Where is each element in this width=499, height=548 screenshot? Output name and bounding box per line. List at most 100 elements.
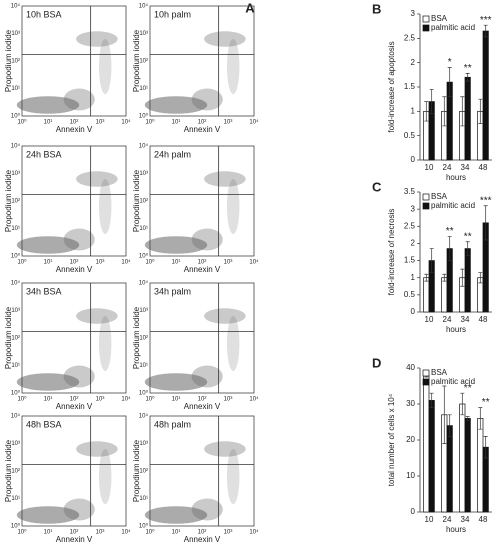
- panel-title: 48h BSA: [26, 419, 62, 429]
- y-tick-label: 2.5: [404, 33, 416, 42]
- y-tick-label: 10⁴: [11, 280, 21, 287]
- legend-swatch: [422, 193, 430, 201]
- plot-frame: [149, 282, 255, 394]
- y-tick-label: 10¹: [139, 226, 148, 232]
- x-tick-label: 10¹: [44, 120, 53, 126]
- cell-cloud: [204, 308, 246, 324]
- legend-swatch: [422, 369, 430, 377]
- error-bar: [447, 67, 452, 98]
- x-tick-label: 48: [479, 163, 488, 172]
- x-tick-label: 10⁰: [17, 259, 27, 266]
- cell-cloud: [204, 171, 246, 187]
- cell-cloud: [226, 316, 240, 371]
- x-tick-label: 10⁴: [121, 259, 131, 266]
- x-tick-label: 10¹: [44, 260, 53, 266]
- x-tick-label: 10¹: [172, 260, 181, 266]
- y-tick-label: 10²: [139, 469, 148, 475]
- legend-label: palmitic acid: [431, 201, 475, 210]
- cell-cloud: [98, 316, 112, 371]
- significance: *: [448, 57, 452, 68]
- y-tick-label: 10¹: [11, 496, 20, 502]
- error-bar: [429, 248, 434, 273]
- x-tick-label: 10³: [96, 260, 105, 266]
- legend-label: palmitic acid: [431, 23, 475, 32]
- y-tick-label: 10³: [139, 31, 148, 37]
- x-tick-label: 10¹: [172, 397, 181, 403]
- error-bar: [465, 416, 470, 421]
- y-tick-label: 10⁰: [139, 390, 149, 397]
- cell-cloud: [16, 96, 80, 114]
- x-tick-label: 10¹: [44, 397, 53, 403]
- y-tick-label: 3: [411, 204, 416, 213]
- plot-frame: [21, 415, 127, 527]
- x-axis-label: Annexin V: [184, 265, 221, 274]
- x-tick-label: 10⁴: [121, 119, 131, 126]
- y-axis-label: total number of cells x 10⁴: [387, 393, 396, 486]
- y-tick-label: 10²: [11, 336, 20, 342]
- x-axis-label: hours: [446, 525, 466, 534]
- y-axis-label: Propodium iodide: [4, 439, 13, 502]
- cell-cloud: [16, 236, 80, 254]
- legend-swatch: [422, 202, 430, 210]
- y-tick-label: 2: [411, 239, 416, 248]
- cell-cloud: [63, 228, 95, 251]
- y-tick-label: 1: [411, 106, 416, 115]
- x-tick-label: 10⁰: [17, 119, 27, 126]
- panel-label: C: [372, 179, 382, 194]
- x-tick-label: 34: [461, 315, 470, 324]
- y-tick-label: 1.5: [404, 82, 416, 91]
- y-tick-label: 0: [411, 507, 416, 516]
- bar: [446, 425, 453, 513]
- panel-label: D: [372, 355, 381, 370]
- panel-title: 34h BSA: [26, 286, 62, 296]
- y-tick-label: 10⁰: [11, 390, 21, 397]
- y-axis-label: Propodium iodide: [132, 306, 141, 369]
- panel-title: 10h BSA: [26, 9, 62, 19]
- y-tick-label: 2.5: [404, 221, 416, 230]
- cell-cloud: [144, 373, 208, 391]
- cell-cloud: [204, 31, 246, 47]
- x-axis-label: Annexin V: [184, 125, 221, 134]
- cell-cloud: [144, 96, 208, 114]
- legend-swatch: [422, 15, 430, 23]
- error-bar: [460, 96, 465, 127]
- error-bar: [483, 24, 488, 38]
- y-tick-label: 10⁴: [139, 3, 149, 10]
- y-tick-label: 0.5: [404, 290, 416, 299]
- cell-cloud: [191, 498, 223, 521]
- error-bar: [483, 205, 488, 241]
- cell-cloud: [63, 88, 95, 111]
- cell-cloud: [98, 449, 112, 504]
- x-tick-label: 10¹: [172, 120, 181, 126]
- y-axis-label: Propodium iodide: [132, 439, 141, 502]
- plot-frame: [149, 5, 255, 117]
- x-tick-label: 10²: [198, 397, 207, 403]
- cell-cloud: [76, 171, 118, 187]
- x-tick-label: 24: [443, 515, 452, 524]
- cell-cloud: [226, 449, 240, 504]
- cell-cloud: [98, 39, 112, 94]
- bar: [477, 418, 484, 513]
- error-bar: [460, 268, 465, 287]
- y-axis-label: Propodium iodide: [4, 29, 13, 92]
- bar: [464, 248, 471, 313]
- x-tick-label: 10³: [96, 120, 105, 126]
- legend-label: BSA: [431, 368, 448, 377]
- y-axis-label: fold-increase of apoptosis: [387, 41, 396, 132]
- cell-cloud: [144, 506, 208, 524]
- bar: [482, 30, 489, 161]
- error-bar: [424, 101, 429, 122]
- x-tick-label: 10⁰: [17, 396, 27, 403]
- x-tick-label: 24: [443, 163, 452, 172]
- x-tick-label: 10³: [224, 397, 233, 403]
- x-tick-label: 10⁰: [17, 529, 27, 536]
- cell-cloud: [226, 179, 240, 234]
- y-tick-label: 10¹: [11, 226, 20, 232]
- y-tick-label: 10⁴: [139, 413, 149, 420]
- x-tick-label: 10⁰: [145, 396, 155, 403]
- legend-label: BSA: [431, 14, 448, 23]
- x-axis-label: Annexin V: [56, 125, 93, 134]
- x-tick-label: 10³: [224, 120, 233, 126]
- y-tick-label: 10⁰: [139, 253, 149, 260]
- significance: ***: [480, 195, 492, 206]
